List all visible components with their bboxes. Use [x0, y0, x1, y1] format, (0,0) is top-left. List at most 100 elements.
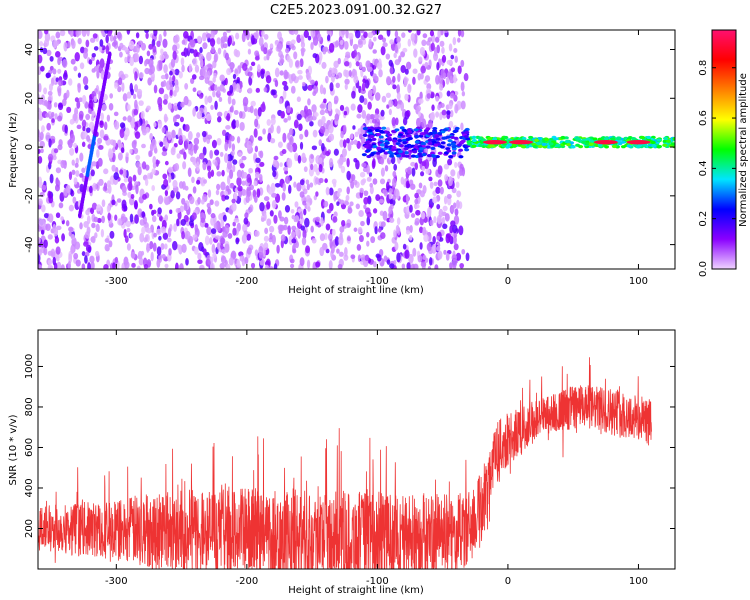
spectrogram-noise-mark	[38, 200, 43, 206]
spectrogram-noise-mark	[254, 145, 259, 153]
spectrogram-noise-mark	[405, 180, 410, 188]
spectrogram-noise-mark	[368, 38, 372, 48]
spectrogram-noise-mark	[192, 186, 197, 194]
spectrogram-noise-mark	[302, 229, 307, 240]
spectrogram-noise-mark	[295, 60, 300, 68]
spectrogram-noise-mark	[380, 45, 386, 56]
spectrogram-noise-mark	[158, 33, 163, 44]
spectrogram-noise-mark	[303, 166, 308, 173]
spectrogram-noise-mark	[380, 221, 386, 228]
spectrogram-noise-mark	[435, 186, 441, 194]
spectrogram-noise-mark	[300, 225, 305, 231]
spectrogram-noise-mark	[74, 51, 80, 62]
spectrogram-noise-mark	[405, 109, 411, 118]
spectrogram-noise-mark	[435, 74, 440, 85]
spectrogram-noise-mark	[48, 213, 54, 223]
spectrogram-noise-mark	[227, 95, 232, 105]
spectrogram-noise-mark	[283, 85, 289, 91]
spectrogram-noise-mark	[162, 38, 168, 49]
spectrogram-signal-mark	[611, 144, 617, 149]
spectrogram-noise-mark	[227, 209, 233, 214]
spectrogram-signal-mark	[364, 141, 370, 145]
spectrogram-noise-mark	[445, 252, 450, 261]
spectrogram-noise-mark	[334, 236, 340, 247]
spectrogram-noise-mark	[335, 74, 339, 80]
spectrogram-noise-mark	[192, 57, 198, 66]
spectrogram-noise-mark	[359, 30, 365, 34]
spectrogram-noise-mark	[431, 104, 435, 112]
spectrogram-noise-mark	[328, 187, 334, 196]
spectrogram-noise-mark	[270, 117, 276, 126]
spectrogram-noise-mark	[393, 98, 398, 107]
spectrogram-noise-mark	[130, 193, 135, 199]
spectrogram-noise-mark	[194, 64, 200, 73]
spectrogram-noise-mark	[38, 176, 43, 185]
spectrogram-noise-mark	[42, 47, 48, 55]
spectrogram-noise-mark	[335, 40, 340, 48]
spectrogram-noise-mark	[94, 232, 98, 239]
spectrogram-noise-mark	[231, 202, 237, 212]
spectrogram-noise-mark	[236, 176, 242, 187]
spectrogram-noise-mark	[392, 177, 397, 188]
spectrogram-noise-mark	[230, 250, 237, 260]
spectrogram-signal-mark	[404, 154, 410, 158]
spectrogram-noise-mark	[446, 194, 452, 199]
spectrogram-noise-mark	[83, 241, 89, 247]
spectrogram-noise-mark	[169, 70, 173, 76]
spectrogram-noise-mark	[158, 105, 163, 112]
spectrogram-noise-mark	[364, 254, 370, 262]
spectrogram-noise-mark	[192, 156, 196, 166]
spectrogram-noise-mark	[344, 40, 349, 50]
spectrogram-noise-mark	[339, 139, 344, 148]
spectrogram-noise-mark	[353, 179, 358, 186]
spectrogram-noise-mark	[164, 243, 168, 250]
spectrogram-noise-mark	[53, 102, 58, 108]
spectrogram-noise-mark	[388, 188, 393, 194]
spectrogram-signal-mark	[384, 145, 390, 149]
spectrogram-noise-mark	[81, 141, 86, 148]
spectrogram-signal-mark	[399, 126, 405, 130]
spectrogram-noise-mark	[250, 61, 256, 67]
spectrogram-noise-mark	[181, 230, 185, 240]
spectrogram-noise-mark	[235, 83, 240, 93]
spectrogram-noise-mark	[58, 56, 64, 62]
spectrogram-noise-mark	[217, 222, 221, 232]
spectrogram-noise-mark	[182, 161, 187, 170]
spectrogram-noise-mark	[290, 85, 296, 94]
spectrogram-noise-mark	[323, 98, 327, 104]
spectrogram-noise-mark	[274, 67, 280, 78]
spectrogram-signal-mark	[421, 142, 427, 146]
colorbar-tick-label: 0.0	[698, 261, 709, 277]
spectrogram-noise-mark	[46, 49, 52, 57]
colorbar-frame	[711, 29, 737, 270]
y-tick-label: 600	[24, 438, 35, 457]
spectrogram-noise-mark	[168, 248, 172, 256]
spectrogram-noise-mark	[269, 210, 274, 217]
spectrogram-signal-mark	[397, 138, 403, 143]
spectrogram-noise-mark	[341, 30, 346, 36]
snr-frame	[37, 329, 676, 570]
spectrogram-noise-mark	[363, 197, 369, 205]
spectrogram-noise-mark	[382, 42, 388, 48]
spectrogram-noise-mark	[96, 204, 102, 212]
spectrogram-noise-mark	[294, 215, 300, 223]
spectrogram-noise-mark	[454, 161, 458, 168]
spectrogram-noise-mark	[49, 65, 54, 71]
spectrogram-noise-mark	[198, 94, 204, 99]
spectrogram-noise-mark	[192, 234, 198, 241]
spectrogram-noise-mark	[176, 218, 180, 227]
spectrogram-signal-mark	[406, 128, 412, 132]
spectrogram-noise-mark	[90, 261, 95, 269]
spectrogram-noise-mark	[209, 149, 213, 159]
spectrogram-noise-mark	[345, 30, 349, 39]
spectrogram-noise-mark	[87, 262, 91, 269]
spectrogram-noise-mark	[409, 183, 416, 190]
spectrogram-noise-mark	[38, 148, 41, 154]
spectrogram-noise-mark	[352, 43, 359, 50]
spectrogram-noise-mark	[119, 169, 124, 175]
spectrogram-noise-mark	[276, 244, 280, 254]
spectrogram-noise-mark	[106, 114, 111, 122]
spectrogram-noise-mark	[357, 38, 363, 45]
spectrogram-noise-mark	[422, 185, 427, 194]
spectrogram-noise-mark	[454, 103, 459, 114]
